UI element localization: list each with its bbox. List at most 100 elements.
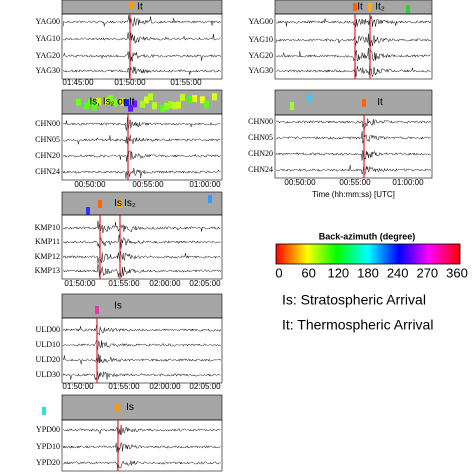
backazimuth-dot	[208, 195, 212, 203]
colorbar-tick-label: 360	[446, 265, 468, 280]
waveform	[62, 460, 221, 469]
backazimuth-dot	[192, 95, 197, 103]
trace-frame	[61, 419, 223, 472]
waveform	[62, 340, 221, 352]
time-tick-label: 01:55:00	[170, 78, 202, 87]
x-axis-label: Time (hh:mm:ss) [UTC]	[312, 190, 395, 199]
backazimuth-dot	[84, 102, 89, 110]
time-tick-label: 01:45:00	[62, 78, 94, 87]
station-label: CHN00	[35, 119, 60, 128]
backazimuth-dot	[168, 101, 173, 109]
time-tick-label: 01:50:00	[62, 382, 94, 391]
trace-frame	[61, 13, 223, 80]
backazimuth-dot	[148, 93, 153, 101]
backazimuth-dot	[180, 93, 185, 101]
time-tick-label: 02:05:00	[189, 382, 221, 391]
backazimuth-dot	[362, 99, 366, 107]
backazimuth-dot	[128, 104, 133, 112]
backazimuth-dot	[95, 306, 99, 314]
station-label: YAG10	[36, 34, 60, 43]
waveform	[62, 134, 221, 145]
station-label: YAG30	[249, 66, 273, 75]
station-label: ULD30	[36, 370, 60, 379]
trace-frame	[61, 317, 223, 384]
backazimuth-dot	[98, 200, 102, 208]
waveform	[62, 32, 221, 44]
backazimuth-dot	[88, 98, 93, 106]
arrival-label: It	[357, 2, 363, 13]
station-label: ULD00	[36, 325, 60, 334]
station-label: YAG00	[36, 17, 60, 26]
arrival-label: Is	[114, 301, 122, 312]
waveform	[275, 131, 431, 144]
station-label: CHN20	[248, 149, 273, 158]
backazimuth-dot	[76, 98, 81, 106]
backazimuth-dot	[92, 103, 97, 111]
backazimuth-strip	[61, 293, 223, 319]
waveform	[62, 264, 221, 278]
backazimuth-dot	[164, 102, 169, 110]
station-label: CHN24	[35, 167, 60, 176]
arrival-label: It	[377, 97, 383, 108]
backazimuth-dot	[124, 99, 129, 107]
waveform	[62, 424, 221, 435]
time-tick-label: 01:00:00	[189, 180, 221, 189]
waveform	[275, 47, 431, 62]
backazimuth-dot	[368, 3, 372, 11]
waveform	[62, 117, 221, 132]
station-label: CHN05	[248, 133, 273, 142]
backazimuth-strip	[61, 394, 223, 421]
time-tick-label: 00:55:00	[132, 180, 164, 189]
time-tick-label: 01:00:00	[392, 178, 424, 187]
waveform	[62, 324, 221, 336]
backazimuth-dot	[144, 96, 149, 104]
time-tick-label: 01:55:00	[108, 279, 140, 288]
backazimuth-dot	[212, 93, 217, 101]
station-label: KMP12	[35, 252, 60, 261]
time-tick-label: 01:50:00	[64, 279, 96, 288]
station-label: KMP11	[35, 237, 60, 246]
time-tick-label: 01:55:00	[108, 382, 140, 391]
time-tick-label: 01:50:00	[114, 78, 146, 87]
colorbar-tick-label: 60	[301, 265, 315, 280]
waveform	[62, 150, 221, 162]
station-label: YAG30	[36, 66, 60, 75]
station-label: KMP10	[35, 223, 60, 232]
arrival-label: Is	[114, 198, 122, 209]
waveform	[62, 234, 221, 249]
station-label: CHN05	[35, 135, 60, 144]
backazimuth-dot	[200, 96, 205, 104]
colorbar-tick-label: 120	[327, 265, 349, 280]
station-label: YAG20	[36, 51, 60, 60]
arrival-label: Is, Is₂ or It	[90, 97, 135, 108]
waveform	[275, 164, 431, 176]
waveform	[62, 441, 221, 454]
trace-frame	[274, 13, 433, 80]
backazimuth-dot	[204, 100, 209, 108]
colorbar-tick-label: 180	[357, 265, 379, 280]
waveform	[63, 220, 221, 234]
backazimuth-dot	[152, 102, 157, 110]
waveform	[275, 150, 431, 161]
arrival-label: Is₂	[124, 198, 136, 209]
backazimuth-dot	[130, 1, 134, 9]
waveform	[275, 63, 431, 78]
waveform	[275, 118, 431, 130]
backazimuth-dot	[96, 98, 101, 106]
backazimuth-dot	[86, 207, 90, 215]
time-tick-label: 02:00:00	[149, 382, 181, 391]
waveform	[275, 15, 431, 29]
backazimuth-dot	[188, 95, 193, 103]
colorbar-ticks: 0 60 120 180 240 270 360	[275, 265, 467, 280]
station-label: YPD00	[36, 425, 60, 434]
panels: YAG00 YAG10 YAG20 YAG30 It 01:45:00 01:50:00 01…	[35, 0, 433, 472]
legend-entry: It: Thermospheric Arrival	[282, 317, 433, 333]
waveform	[62, 168, 221, 179]
station-label: ULD20	[36, 355, 60, 364]
backazimuth-dot	[172, 102, 177, 110]
waveform	[275, 32, 431, 47]
time-tick-label: 02:05:00	[189, 279, 221, 288]
backazimuth-dot	[140, 100, 145, 108]
waveform	[62, 66, 221, 79]
colorbar-title: Back-azimuth (degree)	[319, 231, 416, 241]
